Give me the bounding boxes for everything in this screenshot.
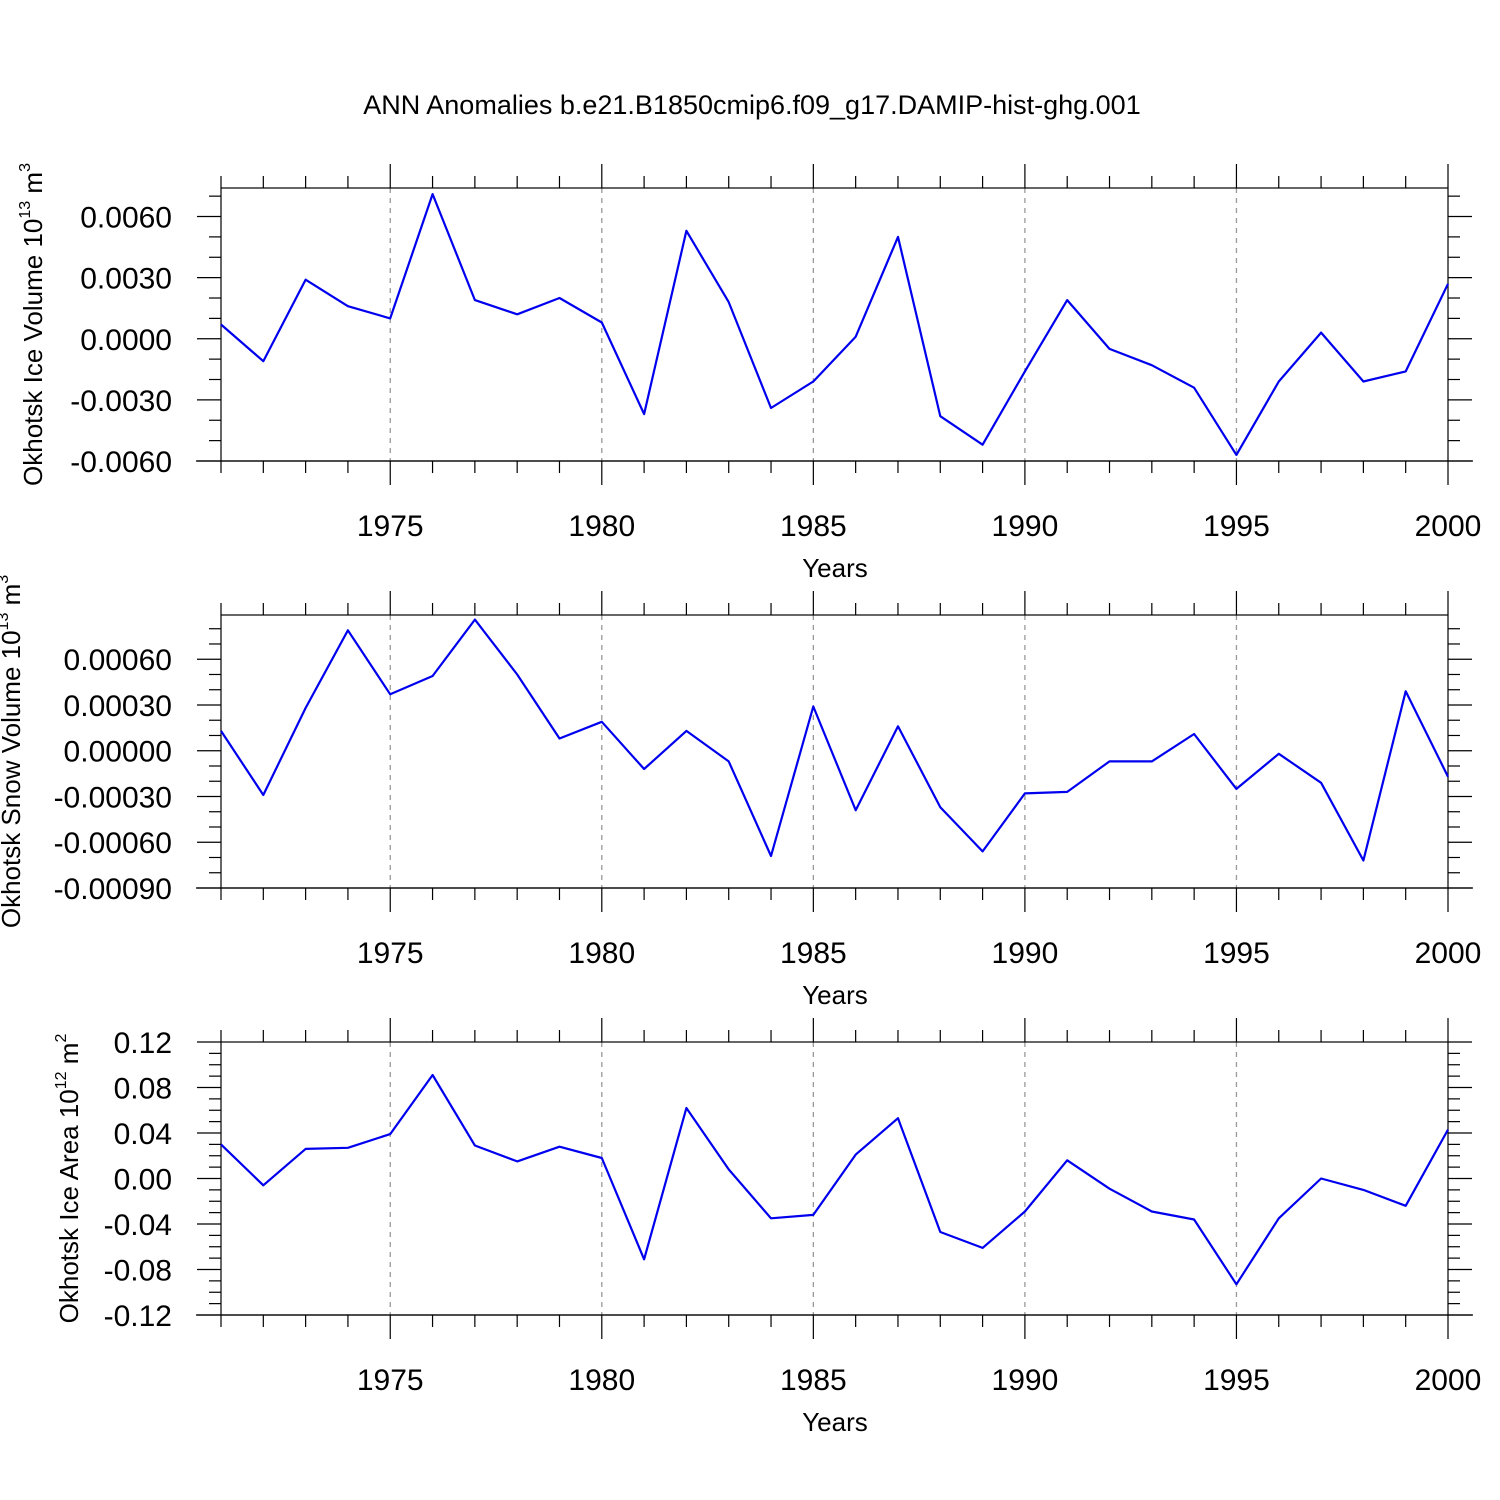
chart-title: ANN Anomalies b.e21.B1850cmip6.f09_g17.D… <box>363 90 1140 120</box>
y-tick-label: 0.08 <box>114 1073 172 1106</box>
y-tick-label: -0.0060 <box>70 446 172 479</box>
x-tick-label: 1975 <box>357 937 424 970</box>
y-tick-label: -0.08 <box>104 1255 172 1288</box>
x-tick-label: 2000 <box>1415 1364 1482 1397</box>
x-tick-label: 1985 <box>780 937 847 970</box>
series-line <box>220 1073 1449 1286</box>
series-line <box>220 193 1449 456</box>
plot-frame <box>220 187 1449 462</box>
panel-3: -0.12 -0.08 -0.04 0.00 0.04 0.08 0.12 1975 1980 1… <box>53 1018 1481 1437</box>
x-tick-label: 1980 <box>568 510 635 543</box>
x-tick-label: 1990 <box>992 1364 1059 1397</box>
x-tick-label: 1985 <box>780 510 847 543</box>
y-tick-label: 0.0060 <box>80 202 172 235</box>
x-tick-label: 1990 <box>992 937 1059 970</box>
x-axis-label: Years <box>802 1407 868 1437</box>
panels: -0.0060 -0.0030 0.0000 0.0030 0.0060 1975 1980… <box>0 163 1481 1437</box>
y-tick-label: 0.00 <box>114 1164 172 1197</box>
y-tick-label: 0.0030 <box>80 263 172 296</box>
y-tick-label: -0.12 <box>104 1300 172 1333</box>
x-tick-label: 2000 <box>1415 510 1482 543</box>
y-tick-label: 0.0000 <box>80 324 172 357</box>
x-tick-label: 1980 <box>568 937 635 970</box>
x-tick-label: 1985 <box>780 1364 847 1397</box>
x-tick-label: 1975 <box>357 1364 424 1397</box>
x-axis-label: Years <box>802 980 868 1010</box>
x-tick-label: 1975 <box>357 510 424 543</box>
x-tick-label: 1995 <box>1203 510 1270 543</box>
series-line <box>220 618 1449 862</box>
y-axis-label: Okhotsk Snow Volume 1013 m3 <box>0 575 26 928</box>
x-tick-label: 2000 <box>1415 937 1482 970</box>
y-axis-label: Okhotsk Ice Volume 1013 m3 <box>17 163 48 486</box>
y-tick-label: -0.00060 <box>54 827 172 860</box>
x-axis-label: Years <box>802 553 868 583</box>
y-tick-label: -0.00090 <box>54 873 172 906</box>
y-tick-label: -0.00030 <box>54 781 172 814</box>
plot-frame <box>220 614 1449 889</box>
x-tick-label: 1990 <box>992 510 1059 543</box>
y-axis-label: Okhotsk Ice Area 1012 m2 <box>53 1034 84 1324</box>
x-tick-label: 1980 <box>568 1364 635 1397</box>
panel-2: -0.00090 -0.00060 -0.00030 0.00000 0.00030 0.… <box>0 575 1481 1010</box>
y-tick-label: -0.0030 <box>70 385 172 418</box>
plot-frame <box>220 1041 1449 1316</box>
x-tick-label: 1995 <box>1203 1364 1270 1397</box>
panel-1: -0.0060 -0.0030 0.0000 0.0030 0.0060 1975 1980… <box>17 163 1481 583</box>
y-tick-label: -0.04 <box>104 1209 172 1242</box>
y-tick-label: 0.00030 <box>64 690 172 723</box>
x-tick-label: 1995 <box>1203 937 1270 970</box>
y-tick-label: 0.12 <box>114 1027 172 1060</box>
y-tick-label: 0.00060 <box>64 644 172 677</box>
y-tick-label: 0.00000 <box>64 736 172 769</box>
y-tick-label: 0.04 <box>114 1118 172 1151</box>
